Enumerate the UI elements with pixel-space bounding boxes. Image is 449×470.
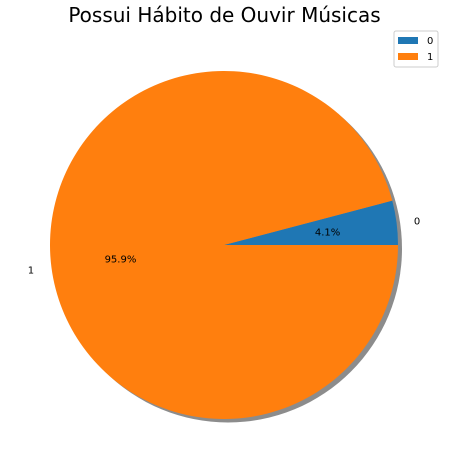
slice-label-0: 0 xyxy=(414,216,420,227)
slice-percent-0: 4.1% xyxy=(315,228,340,239)
legend: 01 xyxy=(393,30,439,68)
slice-label-1: 1 xyxy=(28,266,34,277)
pie-slice-0 xyxy=(224,200,398,245)
legend-label-1: 1 xyxy=(427,52,433,63)
legend-label-0: 0 xyxy=(427,36,433,47)
pie-slices xyxy=(50,71,399,420)
pie-labels: 0 4.1% 1 95.9% xyxy=(28,216,420,276)
chart-title: Possui Hábito de Ouvir Músicas xyxy=(68,3,380,27)
legend-entries: 01 xyxy=(398,36,433,63)
legend-swatch-0 xyxy=(398,37,418,44)
pie-slice-1 xyxy=(50,71,399,420)
legend-swatch-1 xyxy=(398,53,418,60)
slice-percent-1: 95.9% xyxy=(105,254,137,265)
